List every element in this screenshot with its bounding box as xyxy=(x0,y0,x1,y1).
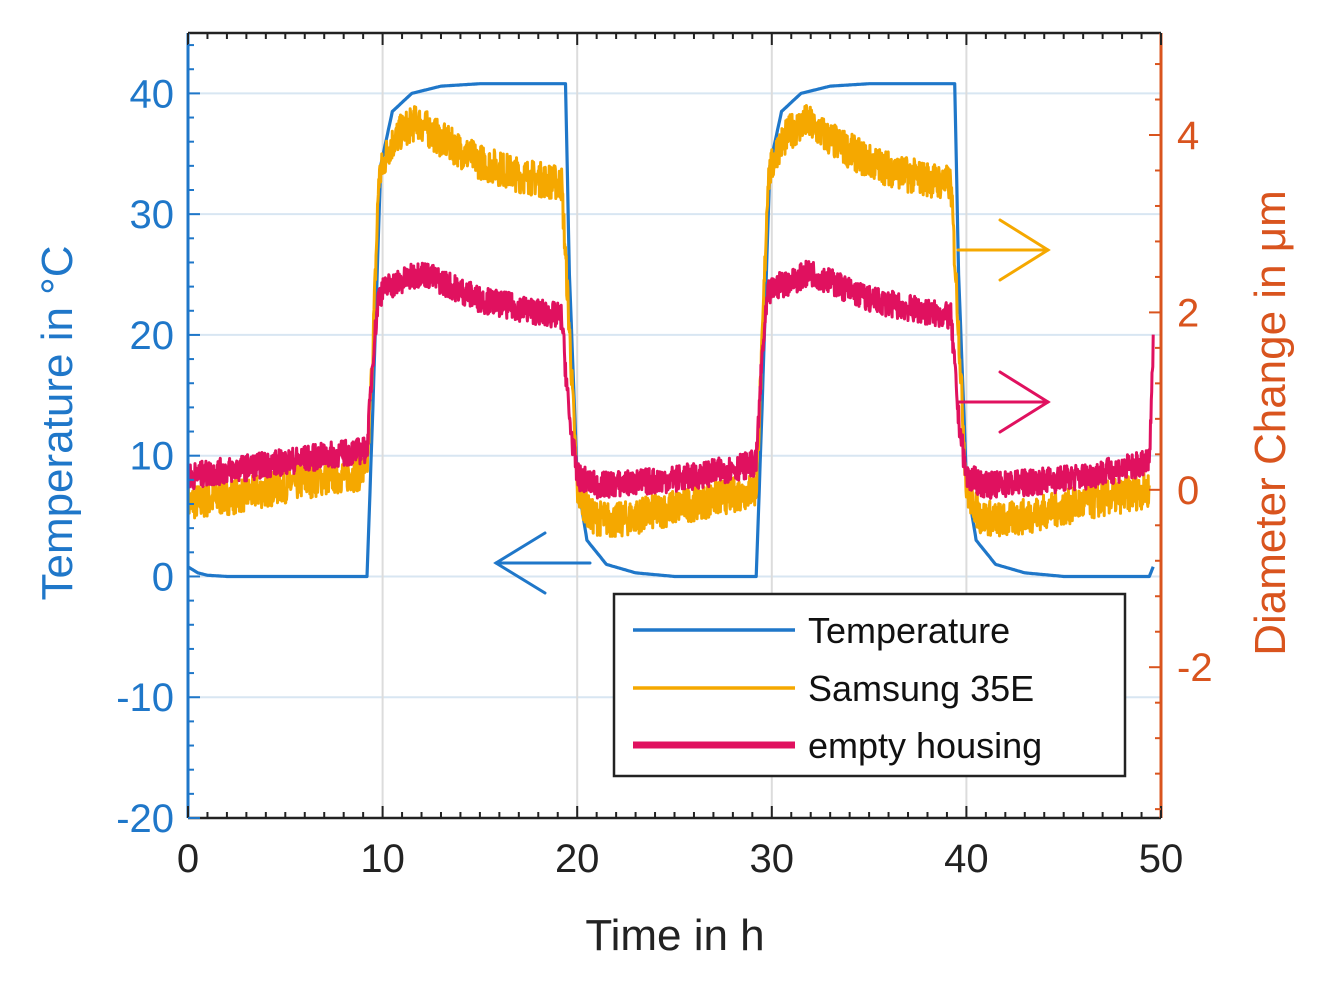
x-tick-label-5: 50 xyxy=(1139,837,1184,881)
y-left-tick-label-1: -10 xyxy=(116,676,174,720)
series-line-empty-housing xyxy=(188,259,1155,500)
x-tick-label-3: 30 xyxy=(750,837,795,881)
x-tick-label-0: 0 xyxy=(177,837,199,881)
y-right-tick-label-2: 2 xyxy=(1177,291,1199,335)
x-tick-label-1: 10 xyxy=(360,837,405,881)
arrow-empty-to-right-axis xyxy=(956,370,1051,434)
legend-label-samsung: Samsung 35E xyxy=(808,668,1034,709)
arrow-temperature-to-left-axis xyxy=(493,531,592,595)
y-left-tick-label-3: 10 xyxy=(130,435,175,479)
x-tick-label-4: 40 xyxy=(944,837,989,881)
right-axis-title: Diameter Change in μm xyxy=(1246,190,1295,656)
y-left-tick-label-2: 0 xyxy=(152,555,174,599)
legend-label-empty-housing: empty housing xyxy=(808,725,1042,766)
arrow-samsung-to-right-axis xyxy=(956,218,1051,282)
legend-label-temperature: Temperature xyxy=(808,610,1010,651)
y-left-tick-label-5: 30 xyxy=(130,193,175,237)
y-right-tick-label-3: 4 xyxy=(1177,114,1199,158)
series-line-samsung xyxy=(188,104,1151,538)
x-tick-label-2: 20 xyxy=(555,837,600,881)
x-axis-title: Time in h xyxy=(585,911,764,960)
y-left-tick-label-6: 40 xyxy=(130,72,175,116)
y-left-tick-label-4: 20 xyxy=(130,314,175,358)
y-right-tick-label-1: 0 xyxy=(1177,469,1199,513)
series-line-temperature xyxy=(188,82,1155,579)
series-layer xyxy=(188,82,1155,579)
y-left-tick-label-0: -20 xyxy=(116,797,174,841)
y-right-tick-label-0: -2 xyxy=(1177,646,1213,690)
left-axis-title: Temperature in °C xyxy=(33,245,82,600)
legend: Temperature Samsung 35E empty housing xyxy=(612,592,1127,778)
